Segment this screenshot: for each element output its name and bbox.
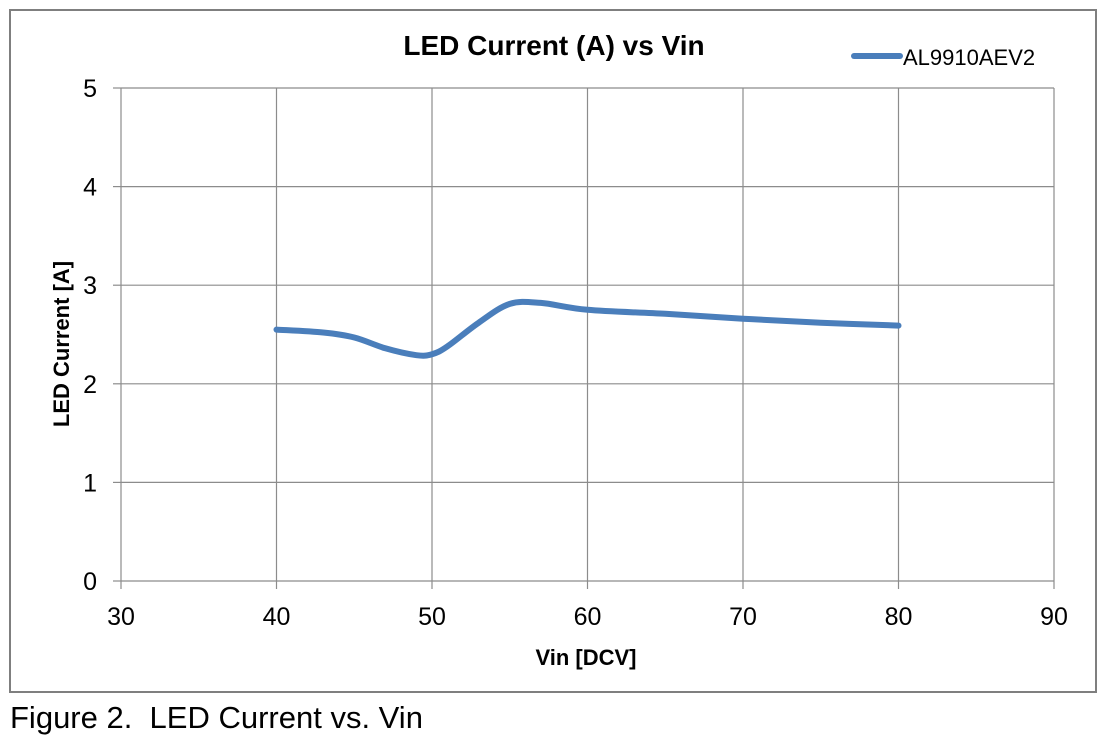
y-tick-label: 4 bbox=[83, 174, 97, 202]
x-tick-label: 60 bbox=[574, 603, 602, 631]
x-axis-label: Vin [DCV] bbox=[535, 645, 636, 670]
tick-label-layer: 0 1 2 3 4 5 30 40 50 60 70 80 90 bbox=[83, 75, 1068, 631]
x-tick-label: 40 bbox=[263, 603, 291, 631]
figure-caption: Figure 2. LED Current vs. Vin bbox=[10, 700, 423, 735]
legend-label: AL9910AEV2 bbox=[903, 45, 1035, 70]
y-tick-label: 0 bbox=[83, 568, 97, 596]
y-tick-label: 1 bbox=[83, 469, 97, 497]
x-tick-label: 50 bbox=[418, 603, 446, 631]
x-tick-label: 30 bbox=[107, 603, 135, 631]
chart-title: LED Current (A) vs Vin bbox=[403, 30, 704, 61]
y-tick-label: 2 bbox=[83, 371, 97, 399]
y-tick-label: 5 bbox=[83, 75, 97, 103]
x-tick-label: 90 bbox=[1040, 603, 1068, 631]
y-tick-label: 3 bbox=[83, 272, 97, 300]
grid-layer bbox=[113, 87, 1055, 589]
x-tick-label: 70 bbox=[729, 603, 757, 631]
y-axis-label: LED Current [A] bbox=[49, 261, 74, 427]
x-tick-label: 80 bbox=[885, 603, 913, 631]
series-layer bbox=[273, 298, 902, 359]
line-chart: 0 1 2 3 4 5 30 40 50 60 70 80 90 LED Current (A) vs … bbox=[49, 30, 1068, 670]
chart-frame: 0 1 2 3 4 5 30 40 50 60 70 80 90 LED Current (A) vs … bbox=[9, 9, 1097, 693]
series-line-0 bbox=[273, 298, 902, 359]
legend: AL9910AEV2 bbox=[851, 45, 1035, 70]
